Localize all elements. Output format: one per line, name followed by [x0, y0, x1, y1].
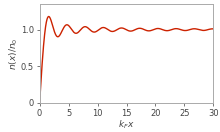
- X-axis label: $k_F x$: $k_F x$: [118, 119, 135, 131]
- Y-axis label: $n(x)/n_0$: $n(x)/n_0$: [7, 37, 20, 70]
